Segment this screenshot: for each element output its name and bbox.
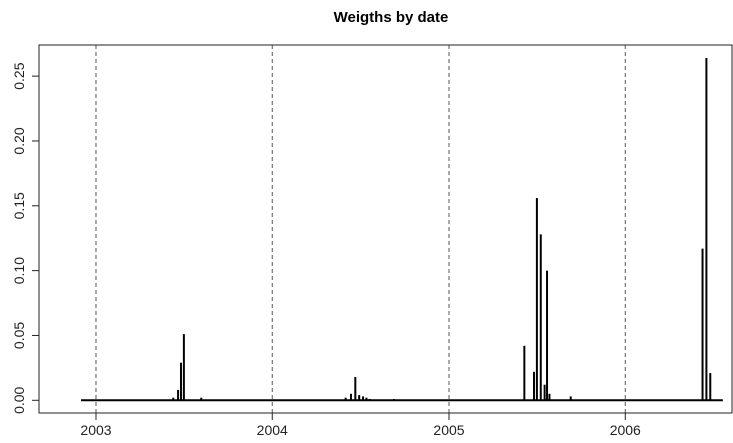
y-tick-label-0.15: 0.15 [11, 192, 27, 219]
x-tick-label-2006: 2006 [610, 422, 641, 438]
x-axis: 2003 2004 2005 2006 [80, 413, 641, 438]
y-axis: 0.00 0.05 0.10 0.15 0.20 0.25 [11, 62, 39, 414]
x-tick-label-2003: 2003 [80, 422, 111, 438]
x-tick-label-2005: 2005 [433, 422, 464, 438]
y-tick-label-0.05: 0.05 [11, 322, 27, 349]
y-tick-label-0.25: 0.25 [11, 62, 27, 89]
plot-frame [38, 44, 733, 414]
weight-bars [172, 57, 712, 401]
y-tick-label-0.20: 0.20 [11, 127, 27, 154]
y-tick-label-0.10: 0.10 [11, 257, 27, 284]
x-tick-label-2004: 2004 [257, 422, 288, 438]
grid-lines [95, 45, 626, 413]
y-tick-label-0.00: 0.00 [11, 386, 27, 413]
chart-title: Weigths by date [334, 9, 449, 26]
